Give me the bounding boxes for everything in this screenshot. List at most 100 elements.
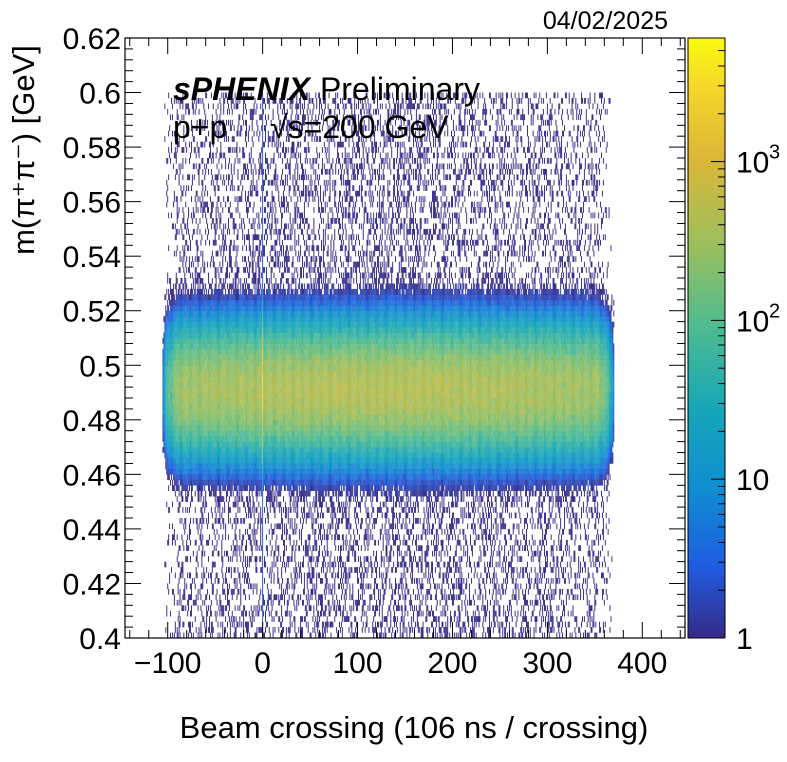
heatmap-cell <box>166 447 167 453</box>
heatmap-cell <box>232 425 233 431</box>
heatmap-cell <box>190 273 191 279</box>
heatmap-cell <box>224 365 225 371</box>
heatmap-cell <box>214 425 215 431</box>
heatmap-cell <box>217 365 218 371</box>
heatmap-cell <box>185 223 186 229</box>
heatmap-cell <box>245 403 246 409</box>
heatmap-cell <box>227 485 228 491</box>
heatmap-cell <box>212 202 213 208</box>
heatmap-cell <box>167 338 168 344</box>
heatmap-cell <box>218 414 219 420</box>
heatmap-cell <box>226 322 227 328</box>
heatmap-cell <box>194 403 195 409</box>
heatmap-cell <box>198 223 199 229</box>
heatmap-cell <box>176 431 177 437</box>
heatmap-cell <box>182 605 183 611</box>
heatmap-cell <box>212 333 213 339</box>
heatmap-cell <box>238 453 239 459</box>
heatmap-cell <box>200 393 201 399</box>
heatmap-cell <box>252 371 253 377</box>
heatmap-cell <box>240 365 241 371</box>
heatmap-cell <box>169 393 170 399</box>
heatmap-cell <box>228 436 229 442</box>
heatmap-cell <box>217 425 218 431</box>
heatmap-cell <box>216 289 217 295</box>
heatmap-cell <box>185 300 186 306</box>
heatmap-cell <box>205 213 206 219</box>
heatmap-cell <box>235 289 236 295</box>
heatmap-cell <box>235 158 236 164</box>
heatmap-cell <box>234 485 235 491</box>
heatmap-cell <box>202 518 203 524</box>
heatmap-cell <box>253 338 254 344</box>
heatmap-cell <box>178 589 179 595</box>
heatmap-cell <box>210 414 211 420</box>
heatmap-cell <box>255 480 256 486</box>
heatmap-cell <box>250 480 251 486</box>
heatmap-cell <box>220 376 221 382</box>
heatmap-cell <box>201 191 202 197</box>
heatmap-cell <box>254 540 255 546</box>
heatmap-cell <box>252 425 253 431</box>
heatmap-cell <box>180 343 181 349</box>
heatmap-cell <box>240 453 241 459</box>
heatmap-cell <box>211 573 212 579</box>
heatmap-cell <box>247 294 248 300</box>
heatmap-cell <box>243 109 244 115</box>
heatmap-cell <box>200 305 201 311</box>
heatmap-cell <box>209 393 210 399</box>
heatmap-cell <box>228 414 229 420</box>
heatmap-cell <box>190 583 191 589</box>
heatmap-cell <box>198 360 199 366</box>
heatmap-cell <box>179 545 180 551</box>
heatmap-cell <box>244 420 245 426</box>
heatmap-cell <box>181 425 182 431</box>
heatmap-cell <box>219 354 220 360</box>
heatmap-cell <box>237 158 238 164</box>
heatmap-cell <box>165 371 166 377</box>
heatmap-cell <box>203 458 204 464</box>
heatmap-cell <box>207 442 208 448</box>
heatmap-cell <box>219 496 220 502</box>
heatmap-cell <box>211 322 212 328</box>
heatmap-cell <box>246 513 247 519</box>
heatmap-cell <box>204 551 205 557</box>
heatmap-cell <box>189 387 190 393</box>
heatmap-cell <box>253 109 254 115</box>
heatmap-cell <box>192 322 193 328</box>
heatmap-cell <box>198 283 199 289</box>
heatmap-cell <box>176 469 177 475</box>
heatmap-cell <box>251 223 252 229</box>
heatmap-cell <box>211 507 212 513</box>
heatmap-cell <box>237 442 238 448</box>
heatmap-cell <box>239 393 240 399</box>
heatmap-cell <box>207 398 208 404</box>
heatmap-cell <box>179 474 180 480</box>
heatmap-cell <box>192 371 193 377</box>
heatmap-cell <box>237 447 238 453</box>
heatmap-cell <box>230 125 231 131</box>
heatmap-cell <box>180 594 181 600</box>
heatmap-cell <box>218 234 219 240</box>
heatmap-cell <box>168 376 169 382</box>
heatmap-cell <box>210 153 211 159</box>
heatmap-cell <box>234 229 235 235</box>
heatmap-cell <box>212 398 213 404</box>
heatmap-cell <box>241 485 242 491</box>
heatmap-cell <box>225 594 226 600</box>
heatmap-cell <box>253 322 254 328</box>
heatmap-cell <box>225 349 226 355</box>
heatmap-cell <box>246 398 247 404</box>
heatmap-cell <box>191 349 192 355</box>
heatmap-cell <box>173 398 174 404</box>
heatmap-cell <box>242 474 243 480</box>
heatmap-cell <box>212 251 213 257</box>
heatmap-cell <box>205 436 206 442</box>
heatmap-cell <box>246 262 247 268</box>
heatmap-cell <box>186 409 187 415</box>
heatmap-cell <box>221 469 222 475</box>
heatmap-cell <box>240 469 241 475</box>
heatmap-cell <box>187 409 188 415</box>
heatmap-cell <box>245 382 246 388</box>
heatmap-cell <box>211 158 212 164</box>
